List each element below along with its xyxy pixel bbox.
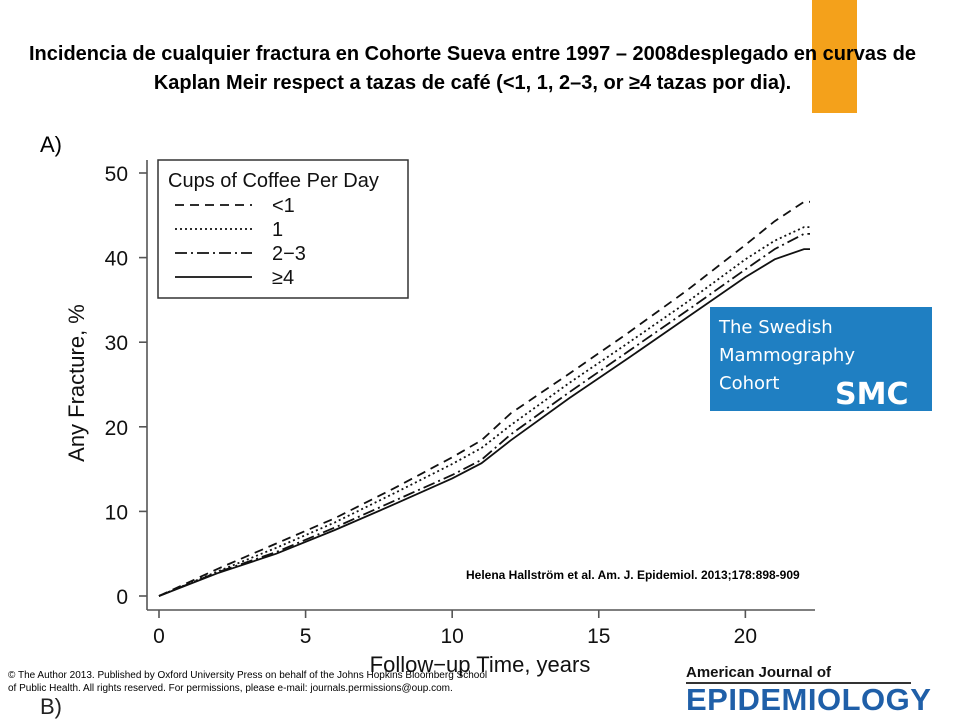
x-tick-label: 20: [734, 625, 757, 648]
x-tick-label: 15: [587, 625, 610, 648]
series-line-2−3: [158, 233, 810, 597]
smc-logo-line1: The Swedish: [719, 317, 833, 338]
smc-logo: The Swedish Mammography Cohort SMC: [710, 307, 932, 412]
y-tick-label: 50: [105, 163, 128, 186]
smc-logo-line3: Cohort: [719, 373, 780, 394]
slide-title: Incidencia de cualquier fractura en Coho…: [28, 43, 917, 94]
orange-accent-tab: [812, 0, 857, 113]
series-line-≥4: [158, 248, 810, 597]
legend-entry-label: <1: [272, 195, 295, 217]
y-tick-label: 40: [105, 248, 128, 271]
series-line-<1: [158, 200, 810, 597]
y-tick-label: 30: [105, 332, 128, 355]
journal-logo-main: EPIDEMIOLOGY: [686, 682, 932, 717]
smc-logo-line2: Mammography: [719, 345, 855, 366]
journal-logo: American Journal of EPIDEMIOLOGY: [686, 664, 932, 717]
panel-a-label: A): [40, 132, 62, 157]
x-axis-label: Follow−up Time, years: [370, 652, 591, 677]
legend-title: Cups of Coffee Per Day: [168, 170, 379, 192]
citation: Helena Hallström et al. Am. J. Epidemiol…: [466, 568, 800, 582]
legend-entry-label: 1: [272, 219, 283, 241]
chart-series: [158, 200, 810, 597]
legend-box: [157, 159, 409, 299]
x-tick-label: 10: [441, 625, 464, 648]
smc-logo-abbr: SMC: [835, 377, 909, 412]
copyright-notice: © The Author 2013. Published by Oxford U…: [8, 670, 488, 694]
y-tick-label: 10: [105, 501, 128, 524]
chart-axes: 0 10 20 30 40 50 0 5 10 15 20 Follow−up Time, years…: [64, 160, 815, 677]
y-tick-label: 20: [105, 417, 128, 440]
x-tick-label: 5: [300, 625, 312, 648]
chart-legend: Cups of Coffee Per Day <112−3≥4: [157, 159, 409, 299]
y-axis-label: Any Fracture, %: [64, 304, 89, 462]
legend-entry-label: ≥4: [272, 267, 294, 289]
journal-logo-top: American Journal of: [686, 664, 911, 684]
x-tick-label: 0: [153, 625, 165, 648]
y-tick-label: 0: [116, 586, 128, 609]
panel-b-label: B): [40, 694, 62, 719]
legend-entry-label: 2−3: [272, 243, 306, 265]
